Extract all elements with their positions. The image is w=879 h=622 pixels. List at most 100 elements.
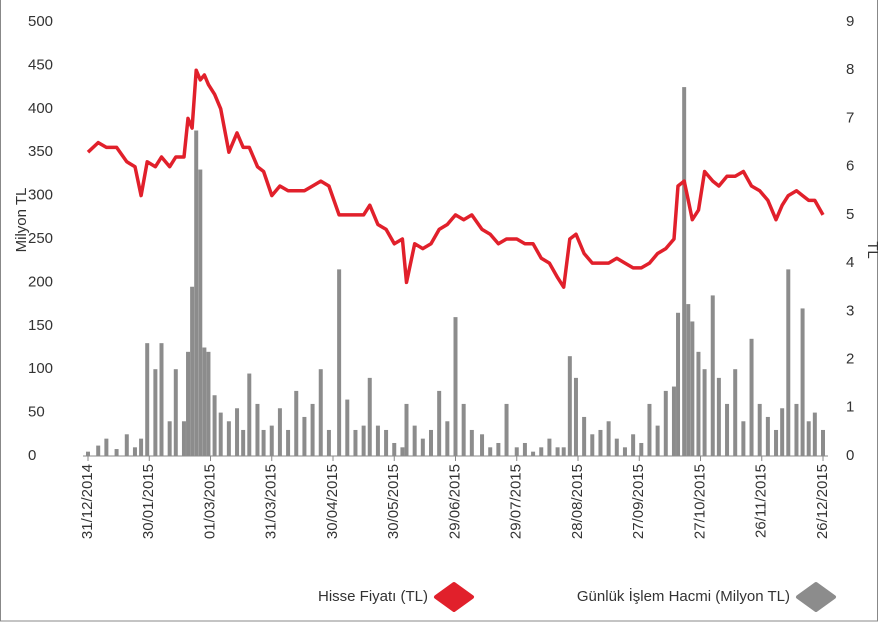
bar	[702, 369, 707, 456]
y-tick-label: 400	[28, 100, 53, 117]
bar	[725, 403, 730, 456]
legend-label: Günlük İşlem Hacmi (Milyon TL)	[577, 587, 790, 605]
bar	[794, 403, 799, 456]
y-tick-label: 50	[28, 404, 45, 421]
y2-tick-label: 8	[846, 61, 854, 78]
x-tick-label: 26/11/2015	[753, 464, 770, 538]
y-tick-label: 150	[28, 317, 53, 334]
bar	[139, 438, 144, 456]
y-axis-label: Milyon TL	[13, 188, 30, 253]
bar	[682, 87, 687, 456]
bar	[269, 425, 274, 456]
bar	[469, 429, 474, 456]
bar	[190, 286, 195, 456]
bar	[676, 312, 681, 456]
y2-tick-label: 6	[846, 158, 854, 175]
bar	[765, 416, 770, 456]
y-tick-label: 0	[28, 447, 36, 464]
bar	[167, 421, 172, 456]
bar	[326, 429, 331, 456]
bar	[655, 425, 660, 456]
y2-tick-label: 4	[846, 254, 854, 271]
bar	[504, 403, 509, 456]
bar	[806, 421, 811, 456]
x-tick-label: 31/12/2014	[79, 464, 96, 539]
bar	[212, 395, 217, 456]
price-line	[86, 68, 825, 289]
bar	[812, 412, 817, 456]
bar	[367, 377, 372, 456]
y2-tick-label: 2	[846, 351, 854, 368]
bar	[132, 447, 137, 456]
bar	[186, 351, 191, 456]
bar	[198, 169, 203, 456]
bar	[531, 451, 536, 456]
bar	[361, 425, 366, 456]
bar	[598, 429, 603, 456]
bar	[821, 429, 825, 456]
bar	[757, 403, 762, 456]
x-tick-label: 30/04/2015	[324, 464, 341, 539]
bar	[218, 412, 223, 456]
bar	[375, 425, 380, 456]
x-tick-label: 27/10/2015	[691, 464, 708, 539]
bar	[404, 403, 409, 456]
bar	[392, 442, 397, 456]
bar	[786, 269, 791, 456]
x-tick-label: 28/08/2015	[569, 464, 586, 539]
bar	[774, 429, 779, 456]
bar	[114, 449, 119, 456]
bar	[686, 304, 691, 456]
bar	[647, 403, 652, 456]
bar	[159, 343, 164, 456]
bar	[255, 403, 260, 456]
bar	[663, 390, 668, 456]
y-tick-label: 250	[28, 230, 53, 247]
x-tick-label: 29/07/2015	[508, 464, 525, 539]
bar	[696, 351, 701, 456]
bar	[181, 421, 186, 456]
x-tick-label: 31/03/2015	[263, 464, 280, 539]
bar	[294, 390, 299, 456]
bar	[590, 434, 595, 456]
legend-swatch	[434, 582, 474, 612]
bar	[226, 421, 231, 456]
bar	[488, 447, 493, 456]
bar	[555, 447, 560, 456]
bar	[241, 429, 246, 456]
bar	[539, 447, 544, 456]
bar	[639, 442, 644, 456]
bar	[173, 369, 178, 456]
bar	[206, 351, 211, 456]
bar	[286, 429, 291, 456]
bar	[800, 308, 805, 456]
bar	[496, 442, 501, 456]
bar	[277, 408, 282, 456]
bar	[353, 429, 358, 456]
y2-tick-label: 3	[846, 302, 854, 319]
bar	[318, 369, 323, 456]
bar	[437, 390, 442, 456]
bar	[104, 438, 109, 456]
bar	[124, 434, 129, 456]
bar	[480, 434, 485, 456]
bar	[561, 447, 566, 456]
bar	[202, 347, 207, 456]
y-tick-label: 350	[28, 143, 53, 160]
x-tick-label: 30/01/2015	[140, 464, 157, 539]
bar	[384, 429, 389, 456]
bar	[522, 442, 527, 456]
bar	[247, 373, 252, 456]
y-tick-label: 200	[28, 273, 53, 290]
bar	[261, 429, 266, 456]
bar	[310, 403, 315, 456]
bar	[567, 356, 572, 456]
y-tick-label: 100	[28, 360, 53, 377]
y2-tick-label: 0	[846, 447, 854, 464]
legend-label: Hisse Fiyatı (TL)	[318, 588, 428, 605]
bar	[96, 445, 101, 456]
bar	[614, 438, 619, 456]
bar	[514, 447, 519, 456]
